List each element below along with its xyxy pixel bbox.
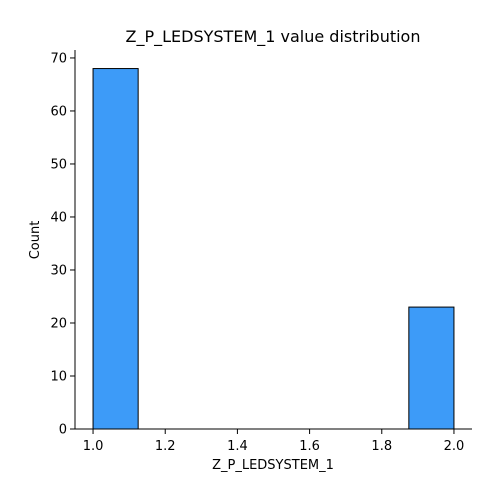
y-tick-label-2: 20 (50, 316, 67, 331)
histogram-bar-0 (92, 68, 139, 430)
y-tick-label-5: 50 (50, 157, 67, 172)
x-tick-label-1: 1.2 (155, 439, 176, 454)
x-tick-label-4: 1.8 (371, 439, 392, 454)
x-tick-label-3: 1.6 (299, 439, 320, 454)
x-axis-ticks: 1.0 1.2 1.4 1.6 1.8 2.0 (83, 429, 465, 454)
y-tick-label-4: 40 (50, 210, 67, 225)
x-axis-label: Z_P_LEDSYSTEM_1 (212, 458, 334, 473)
bars-group (92, 68, 455, 430)
y-axis-ticks: 0 10 20 30 40 50 60 70 (50, 51, 75, 438)
x-tick-label-5: 2.0 (444, 439, 465, 454)
x-tick-label-2: 1.4 (227, 439, 248, 454)
chart-title: Z_P_LEDSYSTEM_1 value distribution (126, 27, 421, 47)
y-axis-label: Count (28, 221, 43, 260)
x-tick-label-0: 1.0 (83, 439, 104, 454)
y-tick-label-7: 70 (50, 51, 67, 66)
y-tick-label-1: 10 (50, 369, 67, 384)
y-tick-label-6: 60 (50, 104, 67, 119)
y-tick-label-0: 0 (59, 423, 67, 438)
y-tick-label-3: 30 (50, 263, 67, 278)
histogram-bar-1 (408, 306, 455, 430)
